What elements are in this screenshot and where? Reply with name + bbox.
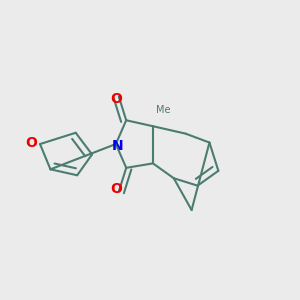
Text: O: O — [110, 92, 122, 106]
Text: Me: Me — [156, 105, 170, 115]
Text: O: O — [110, 182, 122, 196]
Text: O: O — [25, 136, 37, 150]
Text: N: N — [112, 139, 123, 152]
